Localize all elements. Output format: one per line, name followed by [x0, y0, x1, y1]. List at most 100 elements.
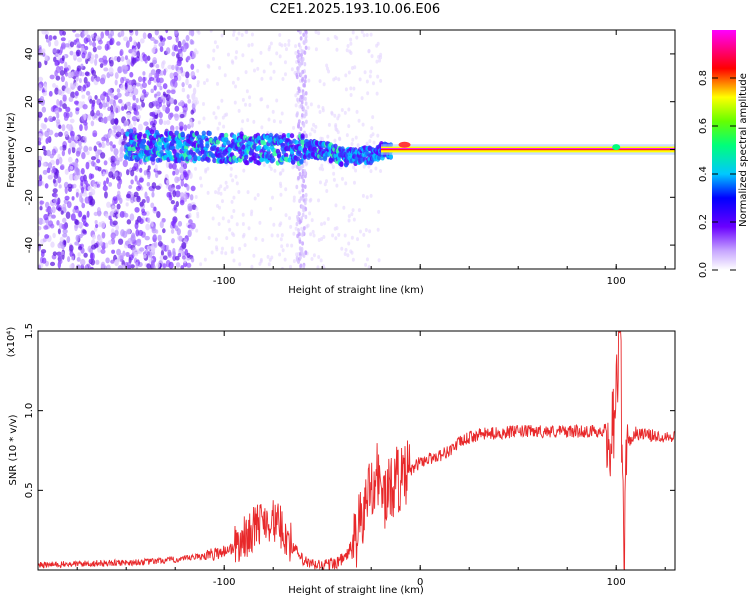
noise-speck [269, 167, 273, 172]
noise-speck [367, 48, 371, 53]
noise-speck [38, 174, 43, 182]
noise-speck [61, 55, 65, 62]
noise-speck [211, 56, 215, 61]
noise-speck [98, 102, 103, 110]
noise-speck [143, 253, 147, 259]
noise-speck [69, 111, 73, 118]
noise-speck [335, 183, 339, 188]
noise-speck [40, 99, 45, 106]
snr-x-axis-label: Height of straight line (km) [288, 585, 424, 596]
noise-speck [235, 181, 239, 186]
noise-speck [299, 103, 303, 109]
noise-speck [345, 133, 349, 138]
noise-speck [360, 30, 364, 34]
noise-speck [318, 79, 322, 84]
noise-speck [186, 94, 190, 100]
noise-speck [196, 30, 200, 34]
noise-speck [230, 59, 234, 64]
noise-speck [337, 232, 341, 237]
noise-speck [296, 217, 300, 223]
ridge-cell [333, 143, 338, 149]
noise-speck [343, 233, 347, 238]
noise-speck [175, 201, 179, 208]
ridge-cell [294, 139, 299, 146]
noise-speck [159, 35, 164, 42]
noise-speck [69, 244, 74, 252]
noise-speck [129, 71, 134, 78]
ridge-cell [226, 140, 231, 146]
noise-speck [351, 30, 355, 35]
noise-speck [160, 61, 165, 69]
noise-speck [242, 168, 246, 173]
noise-speck [152, 123, 156, 128]
noise-speck [300, 52, 303, 58]
noise-speck [284, 47, 288, 52]
ridge-cell [168, 130, 174, 136]
noise-speck [233, 100, 237, 105]
colorbar-gradient [712, 30, 736, 270]
noise-speck [124, 212, 129, 218]
noise-speck [278, 223, 282, 228]
noise-speck [135, 97, 139, 104]
noise-speck [136, 238, 142, 247]
noise-speck [275, 51, 279, 56]
noise-speck [187, 98, 192, 104]
noise-speck [115, 224, 120, 231]
noise-speck [63, 181, 69, 189]
ridge-cell [295, 156, 301, 162]
noise-speck [90, 120, 95, 127]
noise-speck [236, 76, 240, 81]
noise-speck [288, 216, 292, 221]
ridge-cell [125, 131, 130, 137]
noise-speck [259, 97, 263, 102]
noise-speck [136, 50, 141, 59]
noise-speck [108, 129, 114, 136]
noise-speck [303, 61, 307, 67]
noise-speck [165, 244, 170, 252]
noise-speck [109, 210, 114, 217]
noise-speck [65, 106, 71, 113]
noise-speck [141, 101, 146, 108]
noise-speck [190, 257, 195, 263]
noise-speck [273, 168, 277, 173]
noise-speck [58, 258, 63, 265]
noise-speck [97, 245, 102, 253]
noise-speck [171, 238, 175, 244]
noise-speck [176, 75, 182, 82]
noise-speck [76, 257, 81, 262]
noise-speck [367, 265, 371, 269]
noise-speck [80, 258, 86, 266]
noise-speck [119, 211, 125, 218]
noise-speck [250, 264, 254, 269]
noise-speck [64, 43, 70, 48]
noise-speck [101, 136, 107, 142]
noise-speck [266, 104, 270, 109]
noise-speck [55, 158, 60, 166]
noise-speck [90, 110, 95, 117]
noise-speck [173, 204, 177, 211]
noise-speck [113, 106, 117, 112]
noise-speck [113, 102, 117, 109]
noise-speck [253, 196, 257, 201]
noise-speck [88, 146, 93, 151]
noise-speck [78, 195, 83, 203]
noise-speck [295, 74, 299, 80]
noise-speck [94, 220, 98, 225]
noise-speck [367, 164, 371, 169]
page-title: C2E1.2025.193.10.06.E06 [269, 2, 441, 17]
noise-speck [326, 217, 330, 222]
colorbar-tick-label: 0.2 [698, 214, 709, 230]
noise-speck [167, 249, 172, 257]
noise-speck [216, 190, 220, 195]
noise-speck [105, 177, 109, 185]
noise-speck [135, 229, 140, 237]
noise-speck [144, 235, 150, 241]
noise-speck [296, 54, 300, 59]
noise-speck [171, 78, 176, 84]
noise-speck [375, 59, 379, 64]
noise-speck [287, 42, 291, 47]
noise-speck [83, 145, 89, 153]
ridge-cell [149, 129, 155, 135]
noise-speck [311, 229, 315, 234]
noise-speck [59, 45, 63, 54]
